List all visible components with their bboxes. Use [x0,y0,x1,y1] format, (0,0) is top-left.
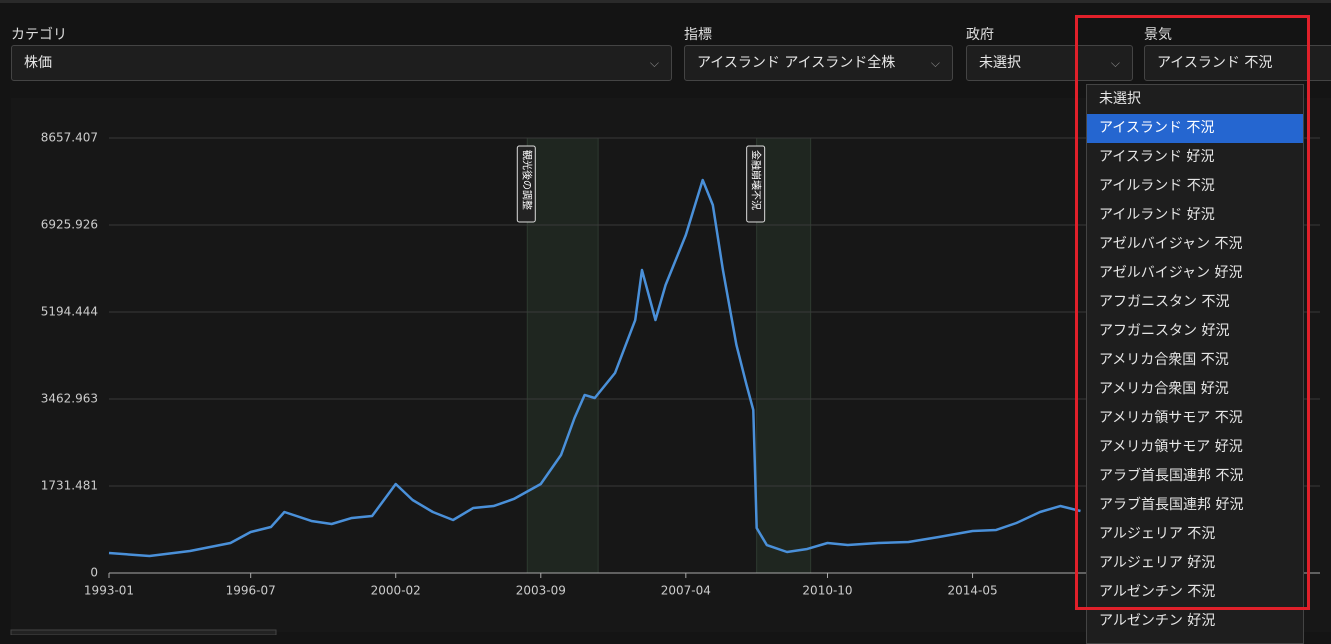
region-label: 金融崩壊不況 [750,150,763,210]
y-tick-label: 8657.407 [41,131,98,145]
dropdown-arrow: ⌵ [649,56,659,70]
dropdown-option[interactable]: 未選択 [1099,91,1141,107]
dropdown-option[interactable]: アルジェリア 不況 [1099,526,1216,542]
filter-label: 指標 [684,27,712,43]
region-label-box [516,145,536,223]
filter-label: 政府 [966,27,994,43]
filter-select[interactable]: アイスランド アイスランド全株 ⌵ [684,45,953,81]
dropdown-option[interactable]: アメリカ領サモア 不況 [1099,410,1243,426]
x-tick-label: 2010-10 [802,584,852,598]
region-label-group: 金融崩壊不況 [746,145,766,223]
region-label: 観光後の調整 [520,150,533,210]
dropdown-arrow: ⌵ [930,56,940,70]
filter-select[interactable]: 株価 ⌵ [11,45,672,81]
dropdown-list: 未選択 アイスランド 不況 アイスランド 好況 アイルランド 不況 アイルランド 好況ア… [1086,84,1304,644]
region [526,137,599,574]
dropdown-arrow: ⌵ [1110,56,1120,70]
x-tick-label: 1996-07 [226,584,276,598]
y-tick-label: 6925.926 [41,217,98,231]
region [756,137,812,574]
x-tick-label: 2007-04 [661,584,711,598]
dropdown-option[interactable]: アルゼンチン 好況 [1099,613,1216,629]
dropdown-option[interactable]: アゼルバイジャン 不況 [1099,236,1243,252]
y-tick-label: 3462.963 [41,392,98,406]
dropdown-option[interactable]: アフガニスタン 好況 [1099,323,1230,339]
dropdown-option[interactable]: アルゼンチン 不況 [1099,584,1216,600]
dropdown-option[interactable]: アイスランド 好況 [1099,149,1215,165]
dropdown-option[interactable]: アフガニスタン 不況 [1099,294,1230,310]
dropdown-option[interactable]: アメリカ合衆国 好況 [1099,381,1229,397]
x-tick-label: 2000-02 [371,584,421,598]
filter-select[interactable]: アイスランド 不況 [1144,45,1331,81]
y-tick-label: 0 [90,566,98,580]
filter-label: カテゴリ [11,27,67,43]
x-tick-label: 2014-05 [947,584,997,598]
filter-label: 景気 [1144,27,1172,43]
dropdown-option[interactable]: アメリカ合衆国 不況 [1099,352,1229,368]
dropdown-option[interactable]: アメリカ領サモア 好況 [1099,439,1243,455]
filter-select[interactable]: 未選択 ⌵ [966,45,1133,81]
dropdown-option[interactable]: アルジェリア 好況 [1099,555,1216,571]
y-tick-label: 1731.481 [41,479,98,493]
line [108,178,1081,558]
dropdown-option[interactable]: アイスランド 不況 [1087,114,1303,143]
dropdown-option[interactable]: アゼルバイジャン 好況 [1099,265,1243,281]
top-bar [0,0,1331,3]
x-tick-label: 1993-01 [84,584,134,598]
bottom-tab [10,629,277,635]
dropdown-option[interactable]: アラブ首長国連邦 不況 [1099,468,1244,484]
dropdown-option[interactable]: アラブ首長国連邦 好況 [1099,497,1244,513]
y-tick-label: 5194.444 [41,305,98,319]
dropdown-option[interactable]: アイルランド 好況 [1099,207,1215,223]
region-label-box [746,145,766,223]
region-label-group: 観光後の調整 [516,145,536,223]
dropdown-option[interactable]: アイルランド 不況 [1099,178,1215,194]
x-tick-label: 2003-09 [516,584,566,598]
